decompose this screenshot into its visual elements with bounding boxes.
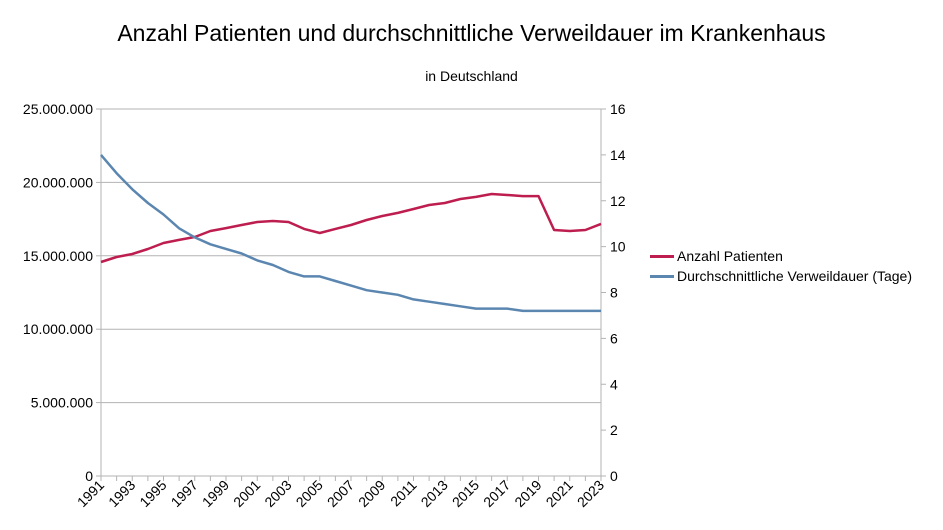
x-tick-label: 2015 <box>449 477 482 510</box>
legend-swatch-patients <box>650 254 674 258</box>
y-tick-label: 0 <box>85 468 93 484</box>
x-tick-label: 2003 <box>261 477 294 510</box>
x-tick-label: 1997 <box>168 477 201 510</box>
y2-tick-label: 4 <box>610 376 618 392</box>
legend-item-patients: Anzahl Patienten <box>650 246 912 266</box>
y-tick-label: 15.000.000 <box>23 248 93 264</box>
y2-tick-label: 6 <box>610 330 618 346</box>
x-tick-label: 2001 <box>230 477 263 510</box>
legend-label-duration: Durchschnittliche Verweildauer (Tage) <box>677 268 912 284</box>
x-tick-label: 2017 <box>480 477 513 510</box>
x-tick-label: 1991 <box>74 477 107 510</box>
legend-swatch-duration <box>650 274 674 278</box>
chart-subtitle: in Deutschland <box>425 68 518 84</box>
y2-tick-label: 14 <box>610 147 626 163</box>
y2-tick-label: 16 <box>610 101 626 117</box>
y2-tick-label: 0 <box>610 468 618 484</box>
legend-label-patients: Anzahl Patienten <box>677 248 783 264</box>
y-tick-label: 25.000.000 <box>23 101 93 117</box>
y2-tick-label: 12 <box>610 193 626 209</box>
x-tick-label: 2005 <box>293 477 326 510</box>
series-line-patients <box>100 192 602 264</box>
x-tick-label: 1999 <box>199 477 232 510</box>
x-tick-label: 2021 <box>543 477 576 510</box>
x-tick-label: 2013 <box>418 477 451 510</box>
x-tick-label: 2011 <box>387 477 420 510</box>
x-tick-label: 2019 <box>511 477 544 510</box>
x-tick-label: 2007 <box>324 477 357 510</box>
legend-item-duration: Durchschnittliche Verweildauer (Tage) <box>650 266 912 286</box>
y2-tick-label: 10 <box>610 239 626 255</box>
y-tick-label: 20.000.000 <box>23 174 93 190</box>
series-line-duration <box>100 154 601 313</box>
x-tick-label: 2023 <box>574 477 607 510</box>
x-tick-label: 2009 <box>355 477 388 510</box>
y2-tick-label: 2 <box>610 422 618 438</box>
y-tick-label: 10.000.000 <box>23 321 93 337</box>
x-tick-label: 1995 <box>136 477 169 510</box>
chart-title: Anzahl Patienten und durchschnittliche V… <box>117 20 826 46</box>
y2-tick-label: 8 <box>610 285 618 301</box>
x-tick-label: 1993 <box>105 477 138 510</box>
y-tick-label: 5.000.000 <box>31 395 93 411</box>
legend: Anzahl Patienten Durchschnittliche Verwe… <box>650 246 912 286</box>
